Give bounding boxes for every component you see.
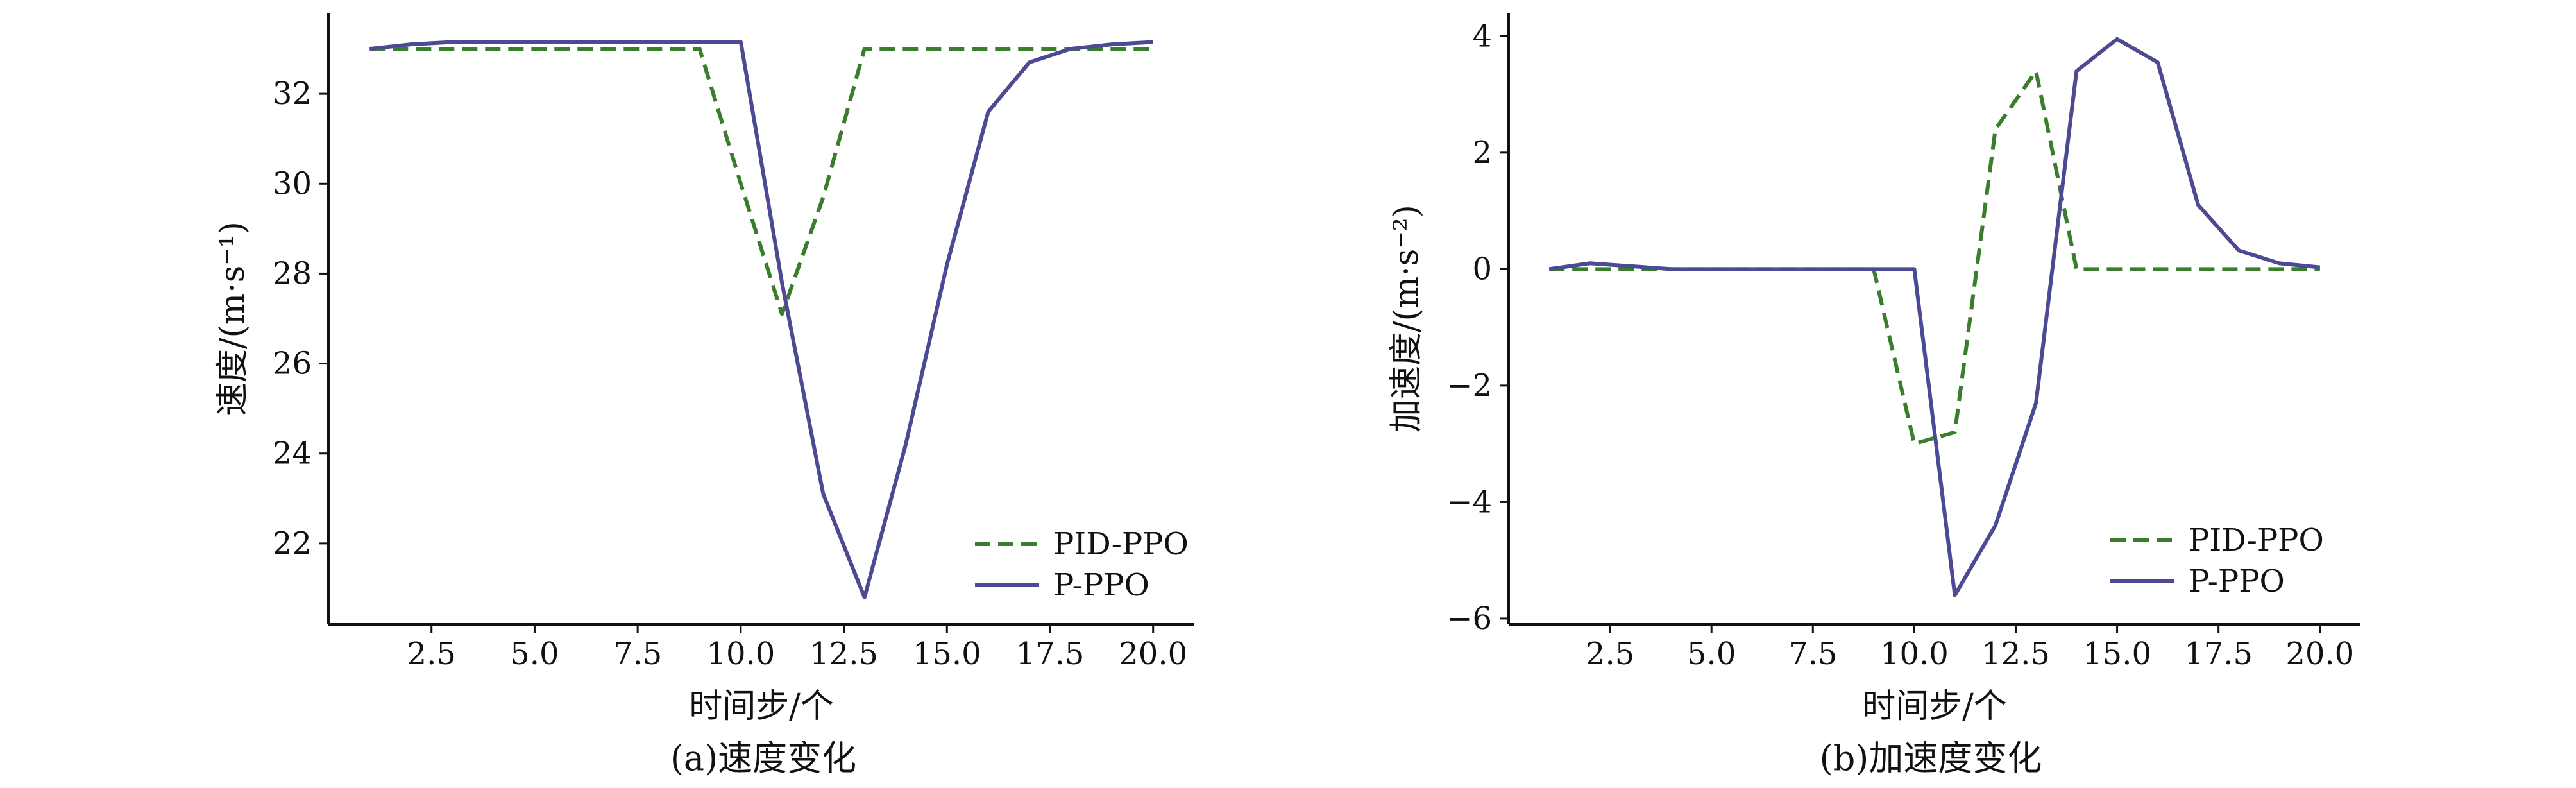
legend-label: PID-PPO: [1053, 526, 1189, 562]
x-tick-label: 2.5: [1586, 636, 1634, 672]
y-tick-label: 2: [1472, 135, 1492, 171]
panel-acceleration: (b)加速度变化 2.5 5.0 7.5 10.0 12.5 15.0 17.5 20.0 −6…: [1387, 13, 2360, 778]
series-line-p-ppo: [1548, 37, 2321, 597]
x-tick-label: 20.0: [1119, 636, 1187, 672]
y-tick-label: 32: [273, 76, 312, 112]
y-tick-label: 28: [273, 255, 312, 291]
x-axis-label: 时间步/个: [1862, 687, 2007, 726]
x-tick-label: 20.0: [2285, 636, 2354, 672]
x-tick-label: 5.0: [510, 636, 559, 672]
panel-velocity: (a)速度变化 2.5 5.0 7.5 10.0 12.5 15.0 17.5 20.0 22 2…: [214, 13, 1194, 778]
x-tick-label: 15.0: [2083, 636, 2151, 672]
legend: PID-PPO P-PPO: [975, 526, 1189, 603]
x-tick-label: 10.0: [1880, 636, 1949, 672]
legend-label: PID-PPO: [2189, 522, 2324, 558]
y-tick-label: 22: [273, 526, 312, 561]
y-tick-label: 30: [273, 166, 312, 201]
legend-label: P-PPO: [1053, 567, 1149, 603]
y-axis-label: 速度/(m·s⁻¹): [214, 221, 252, 416]
y-tick-label: −2: [1446, 368, 1492, 404]
x-tick-label: 2.5: [407, 636, 456, 672]
x-tick-label: 7.5: [613, 636, 662, 672]
x-tick-label: 5.0: [1687, 636, 1736, 672]
x-tick-label: 15.0: [913, 636, 981, 672]
y-tick-label: 26: [273, 346, 312, 382]
x-tick-label: 7.5: [1788, 636, 1837, 672]
x-tick-label: 12.5: [1981, 636, 2050, 672]
series-line-p-ppo: [369, 40, 1153, 599]
x-tick-label: 10.0: [706, 636, 775, 672]
x-tick-label: 17.5: [2184, 636, 2253, 672]
y-axis-label: 加速度/(m·s⁻²): [1387, 205, 1426, 433]
x-tick-label: 12.5: [809, 636, 878, 672]
y-tick-label: 24: [273, 436, 312, 472]
y-tick-label: 0: [1472, 251, 1492, 287]
legend: PID-PPO P-PPO: [2110, 522, 2324, 599]
series-line-pid-ppo: [1549, 69, 2320, 446]
panel-caption: (b)加速度变化: [1820, 738, 2042, 778]
x-tick-label: 17.5: [1016, 636, 1085, 672]
legend-label: P-PPO: [2189, 563, 2285, 599]
x-axis-label: 时间步/个: [689, 687, 834, 726]
y-tick-label: −4: [1446, 484, 1492, 520]
y-tick-label: 4: [1472, 18, 1492, 54]
panel-caption: (a)速度变化: [670, 738, 856, 778]
y-tick-label: −6: [1446, 601, 1492, 637]
series-line-pid-ppo: [369, 47, 1153, 316]
